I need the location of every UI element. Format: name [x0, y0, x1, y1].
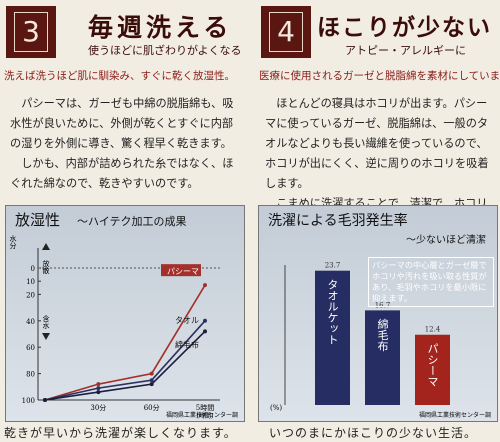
caption: 乾きが早いから洗濯が楽しくなります。 — [4, 426, 237, 440]
point — [96, 386, 101, 391]
number-badge: 3 — [6, 6, 56, 58]
section: 4 ほこりが少ない アトピー・アレルギーに 医療に使用されるガーゼと脱脂綿を素材… — [255, 0, 500, 442]
point — [149, 382, 154, 387]
source: 福岡県工業技術センター調 — [419, 411, 491, 419]
point — [96, 382, 101, 387]
chart-subtitle: ～ハイテク加工の成果 — [77, 215, 187, 228]
value-label: 16.7 — [375, 301, 391, 309]
label-box — [161, 264, 201, 277]
x-tick-label: 5時間 — [196, 404, 214, 412]
point — [203, 283, 207, 288]
paragraph: しかも、内部が詰められた糸ではなく、ほぐれた綿なので、乾きやすいのです。 — [10, 157, 234, 190]
paragraphs: パシーマは、ガーゼも中綿の脱脂綿も、吸水性が良いために、外側が乾くとすぐに内部の… — [10, 94, 242, 194]
chart-title: 放湿性 — [15, 211, 60, 229]
y-axis-label: 水分 — [9, 234, 17, 250]
y-tick-label: 100 — [22, 397, 35, 405]
subtitle: アトピー・アレルギーに — [345, 44, 466, 57]
series-label: 綿毛布 — [175, 339, 199, 349]
number: 3 — [14, 12, 48, 52]
chart-subtitle: ～少ないほど清潔 — [406, 233, 486, 246]
y-axis-label: (%) — [270, 404, 282, 412]
y-tick-label: 10 — [26, 278, 35, 286]
title: ほこりが少ない — [317, 14, 492, 41]
category-label: タオルケット — [326, 278, 339, 344]
annotation: 含水 — [42, 314, 50, 329]
bar — [365, 310, 400, 405]
annotation: パシーマの中心層とガーゼ層でホコリや汚れを吸い取る性質があり、毛羽やホコリを最小… — [368, 257, 494, 307]
paragraph: ほとんどの寝具はホコリが出ます。パシーマに使っているガーゼ、脱脂綿は、一般のタオ… — [265, 97, 489, 190]
point — [96, 390, 101, 395]
bar-chart: 洗濯による毛羽発生率 ～少ないほど清潔 (%) 23.7 タオルケット 16.7 綿毛布 12… — [258, 205, 498, 422]
point — [203, 318, 207, 323]
paragraph: パシーマは、ガーゼも中綿の脱脂綿も、吸水性が良いために、外側が乾くとすぐに内部の… — [10, 97, 234, 150]
arrow-up — [42, 243, 50, 250]
y-tick-label: 60 — [26, 344, 35, 352]
number-badge: 4 — [261, 6, 311, 58]
y-tick-label: 80 — [26, 371, 35, 379]
banner: 洗えば洗うほど肌に馴染み、すぐに乾く放湿性。 — [4, 70, 235, 82]
arrow-down — [42, 333, 50, 340]
x-tick-label: 30分 — [90, 403, 106, 412]
series-label: パシーマ — [167, 267, 199, 276]
point — [149, 378, 154, 383]
bar — [415, 334, 450, 405]
number: 4 — [269, 12, 303, 52]
point — [43, 398, 47, 402]
chart-title: 洗濯による毛羽発生率 — [268, 212, 408, 229]
x-unit: (時間) — [197, 412, 214, 420]
category-label: パシーマ — [426, 342, 439, 386]
caption: いつのまにかほこりの少ない生活。 — [269, 426, 478, 440]
banner: 医療に使用されるガーゼと脱脂綿を素材にしています。 — [259, 70, 500, 82]
series-line — [44, 320, 206, 401]
section: 3 毎週洗える 使うほどに肌ざわりがよくなる 洗えば洗うほど肌に馴染み、すぐに乾… — [0, 0, 245, 442]
annotation: 放散 — [42, 259, 50, 275]
source: 福岡県工業技術センター調 — [166, 411, 238, 419]
point — [203, 329, 207, 334]
category-label: 綿毛布 — [376, 317, 389, 352]
chart-frame — [5, 205, 245, 422]
series-line — [44, 284, 206, 401]
value-label: 12.4 — [425, 326, 441, 334]
y-tick-label: 0 — [31, 265, 35, 273]
title: 毎週洗える — [88, 13, 233, 42]
subtitle: 使うほどに肌ざわりがよくなる — [88, 44, 242, 57]
point — [149, 371, 154, 376]
y-tick-label: 40 — [26, 318, 35, 326]
series-line — [44, 330, 206, 401]
value-label: 23.7 — [325, 262, 341, 270]
bar-chart-wrap: 洗濯による毛羽発生率 ～少ないほど清潔 (%) 23.7 タオルケット 16.7 綿毛布 12… — [258, 205, 498, 422]
y-tick-label: 20 — [26, 291, 35, 299]
bar — [315, 270, 350, 405]
series-label: タオル — [175, 316, 199, 325]
x-tick-label: 60分 — [144, 403, 160, 412]
